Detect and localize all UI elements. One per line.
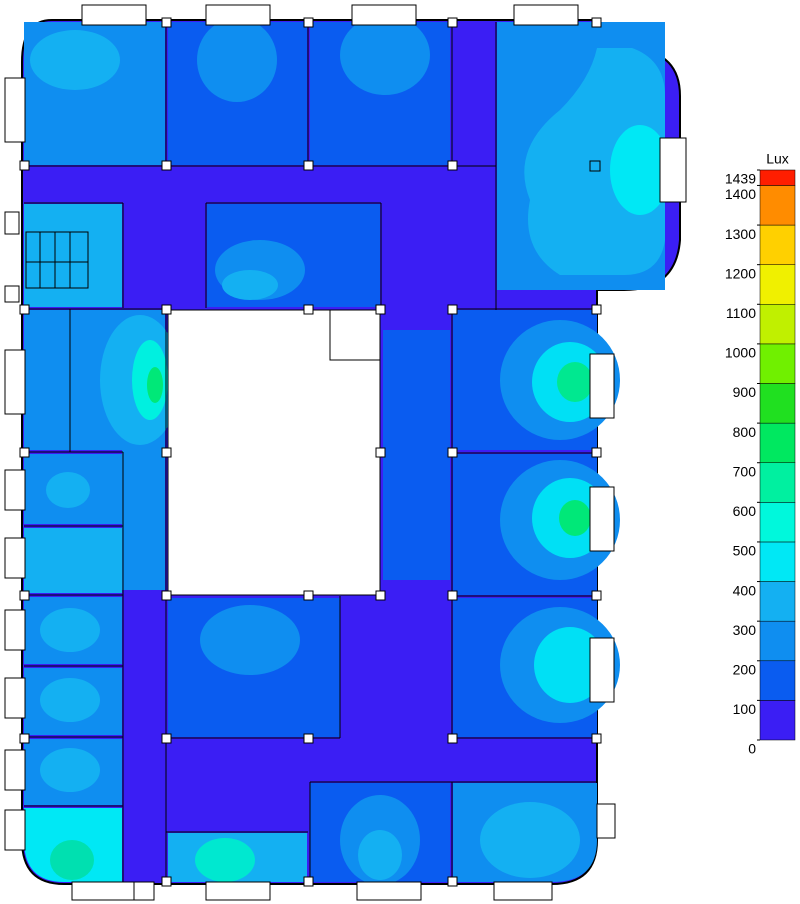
legend-label: 500	[733, 543, 757, 559]
legend-label: 1100	[726, 305, 756, 321]
legend-label: 600	[733, 503, 757, 519]
light-zone	[195, 838, 255, 882]
legend-band	[759, 383, 796, 424]
light-zone	[46, 472, 90, 508]
legend-band	[759, 502, 796, 543]
light-zone	[480, 802, 580, 878]
legend-label: 1300	[725, 226, 756, 242]
legend-band	[759, 462, 796, 503]
legend-band	[759, 185, 796, 226]
stair	[25, 231, 89, 289]
light-zone	[40, 748, 100, 792]
light-zone	[197, 18, 277, 102]
legend-label: 1200	[725, 265, 756, 281]
legend-band	[759, 660, 796, 701]
legend-band	[759, 541, 796, 582]
light-zone	[200, 605, 300, 675]
legend-band	[759, 581, 796, 622]
legend-label: 1439	[725, 171, 756, 187]
legend-title: Lux	[766, 151, 789, 167]
legend-label: 900	[733, 384, 757, 400]
legend-band	[759, 224, 796, 265]
legend-band	[759, 422, 796, 463]
legend-label: 100	[733, 701, 757, 717]
light-zone	[557, 362, 593, 402]
legend-band	[759, 304, 796, 345]
light-zone	[40, 678, 100, 722]
light-zone	[340, 15, 430, 95]
light-zone	[50, 840, 94, 880]
light-zone	[222, 270, 278, 300]
light-zone	[610, 125, 670, 215]
windows	[4, 4, 687, 901]
legend-band	[759, 700, 796, 741]
legend-band	[759, 169, 796, 186]
light-zone	[147, 367, 163, 403]
legend-label: 300	[733, 622, 757, 638]
legend-band	[759, 620, 796, 662]
legend-label: 200	[733, 661, 757, 677]
light-zone	[358, 830, 402, 880]
light-zone	[40, 608, 100, 652]
corridor-light	[383, 330, 450, 580]
legend-label: 1400	[725, 186, 756, 202]
columns	[19, 17, 602, 887]
legend-band	[759, 264, 796, 305]
legend-label: 0	[748, 741, 756, 757]
light-zone	[534, 627, 606, 703]
legend-label: 400	[733, 582, 757, 598]
room	[24, 528, 122, 593]
corridor-light	[122, 450, 165, 590]
legend-label: 1000	[725, 345, 756, 361]
walls	[24, 22, 597, 884]
legend-band	[759, 343, 796, 384]
legend-label: 700	[733, 463, 757, 479]
light-zone	[30, 30, 120, 90]
light-zone	[559, 500, 591, 536]
legend-label: 800	[733, 424, 757, 440]
room	[24, 204, 122, 307]
